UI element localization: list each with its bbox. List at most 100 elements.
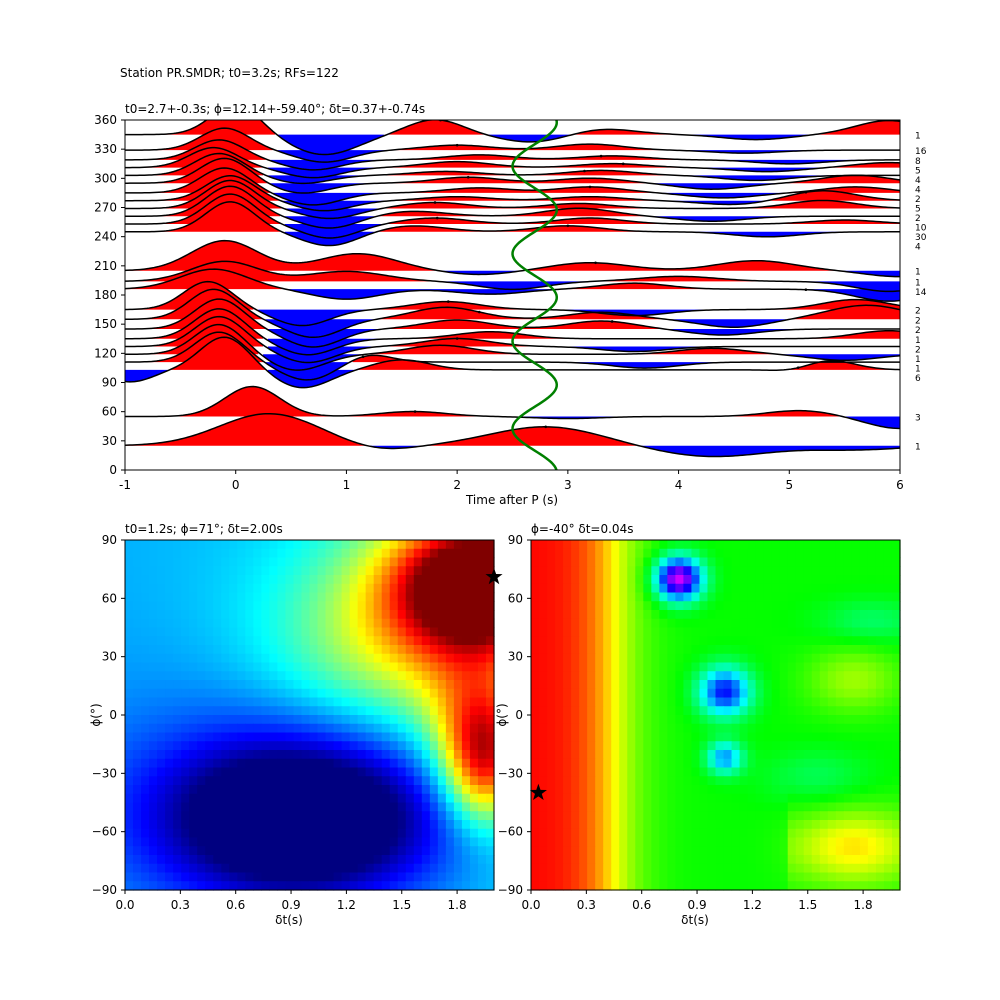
- heatmap-cell: [389, 732, 399, 742]
- heatmap-cell: [341, 680, 351, 690]
- heatmap-cell: [381, 837, 391, 847]
- heatmap-cell: [875, 811, 885, 821]
- heatmap-cell: [635, 776, 644, 786]
- trace-line-103: [125, 336, 900, 389]
- heatmap-cell: [627, 688, 636, 699]
- heatmap-cell: [317, 601, 327, 611]
- heatmap-cell: [691, 566, 701, 576]
- heatmap-cell: [149, 820, 158, 830]
- heatmap-cell: [667, 715, 676, 725]
- heatmap-cell: [149, 662, 158, 672]
- heatmap-cell: [221, 548, 230, 559]
- heatmap-cell: [437, 697, 447, 707]
- heatmap-cell: [405, 566, 415, 576]
- heatmap-cell: [587, 575, 596, 585]
- heatmap-cell: [293, 618, 303, 629]
- heatmap-cell: [341, 610, 351, 620]
- heatmap-cell: [611, 645, 620, 655]
- heatmap-cell: [461, 846, 471, 856]
- heatmap-cell: [205, 706, 214, 716]
- heatmap-cell: [141, 548, 150, 559]
- heatmap-cell: [683, 855, 693, 865]
- heatmap-cell: [253, 653, 262, 664]
- heatmap-cell: [413, 741, 423, 751]
- heatmap-cell: [421, 732, 431, 742]
- heatmap-cell: [771, 697, 781, 707]
- heatmap-cell: [301, 662, 311, 672]
- top-panel-title: t0=2.7+-0.3s; ϕ=12.14+-59.40°; δt=0.37+-…: [125, 102, 425, 116]
- heatmap-cell: [883, 548, 893, 559]
- heatmap-cell: [827, 767, 837, 777]
- heatmap-cell: [437, 881, 447, 891]
- heatmap-cell: [453, 706, 463, 716]
- heatmap-cell: [827, 881, 837, 891]
- trace-count-label: 5: [915, 204, 921, 214]
- heatmap-cell: [539, 785, 548, 795]
- heatmap-cell: [133, 820, 142, 830]
- heatmap-cell: [141, 715, 150, 725]
- heatmap-cell: [875, 741, 885, 751]
- heatmap-cell: [221, 706, 230, 716]
- heatmap-cell: [197, 837, 206, 847]
- heatmap-cell: [397, 610, 407, 620]
- heatmap-cell: [317, 548, 327, 559]
- heatmap-cell: [277, 802, 287, 812]
- heatmap-cell: [539, 662, 548, 672]
- heatmap-cell: [237, 636, 246, 646]
- heatmap-cell: [739, 706, 749, 716]
- heatmap-cell: [723, 540, 733, 550]
- heatmap-cell: [413, 662, 423, 672]
- heatmap-cell: [707, 846, 717, 856]
- heatmap-cell: [413, 653, 423, 664]
- heatmap-cell: [197, 820, 206, 830]
- heatmap-cell: [667, 592, 676, 602]
- heatmap-cell: [819, 610, 829, 620]
- heatmap-cell: [213, 828, 222, 839]
- heatmap-cell: [205, 575, 214, 585]
- heatmap-cell: [261, 723, 270, 734]
- heatmap-cell: [875, 688, 885, 699]
- heatmap-cell: [875, 645, 885, 655]
- heatmap-cell: [691, 758, 701, 769]
- heatmap-cell: [285, 855, 295, 865]
- heatmap-cell: [333, 627, 343, 637]
- heatmap-cell: [389, 706, 399, 716]
- heatmap-cell: [333, 846, 343, 856]
- heatmap-cell: [301, 802, 311, 812]
- heatmap-cell: [643, 680, 652, 690]
- heatmap-cell: [843, 802, 853, 812]
- heatmap-cell: [205, 715, 214, 725]
- heatmap-cell: [667, 855, 676, 865]
- heatmap-cell: [309, 557, 319, 567]
- heatmap-cell: [197, 863, 206, 874]
- heatmap-cell: [603, 575, 612, 585]
- heatmap-cell: [603, 610, 612, 620]
- heatmap-cell: [883, 793, 893, 804]
- heatmap-cell: [141, 592, 150, 602]
- heatmap-cell: [293, 610, 303, 620]
- heatmap-cell: [461, 680, 471, 690]
- heatmap-cell: [755, 566, 765, 576]
- heatmap-cell: [125, 828, 134, 839]
- heatmap-cell: [213, 548, 222, 559]
- heatmap-cell: [445, 715, 455, 725]
- heatmap-cell: [349, 557, 359, 567]
- heatmap-cell: [469, 793, 479, 804]
- heatmap-cell: [819, 846, 829, 856]
- heatmap-cell: [787, 776, 797, 786]
- heatmap-cell: [277, 548, 287, 559]
- heatmap-cell: [595, 645, 604, 655]
- heatmap-cell: [715, 793, 725, 804]
- heatmap-cell: [125, 688, 134, 699]
- heatmap-cell: [365, 601, 375, 611]
- heatmap-cell: [477, 881, 487, 891]
- trace-count-label: 1: [915, 364, 921, 374]
- heatmap-cell: [563, 855, 572, 865]
- heatmap-cell: [317, 776, 327, 786]
- heatmap-cell: [349, 627, 359, 637]
- heatmap-cell: [485, 741, 495, 751]
- heatmap-cell: [301, 732, 311, 742]
- heatmap-cell: [405, 697, 415, 707]
- heatmap-cell: [651, 837, 660, 847]
- heatmap-cell: [587, 785, 596, 795]
